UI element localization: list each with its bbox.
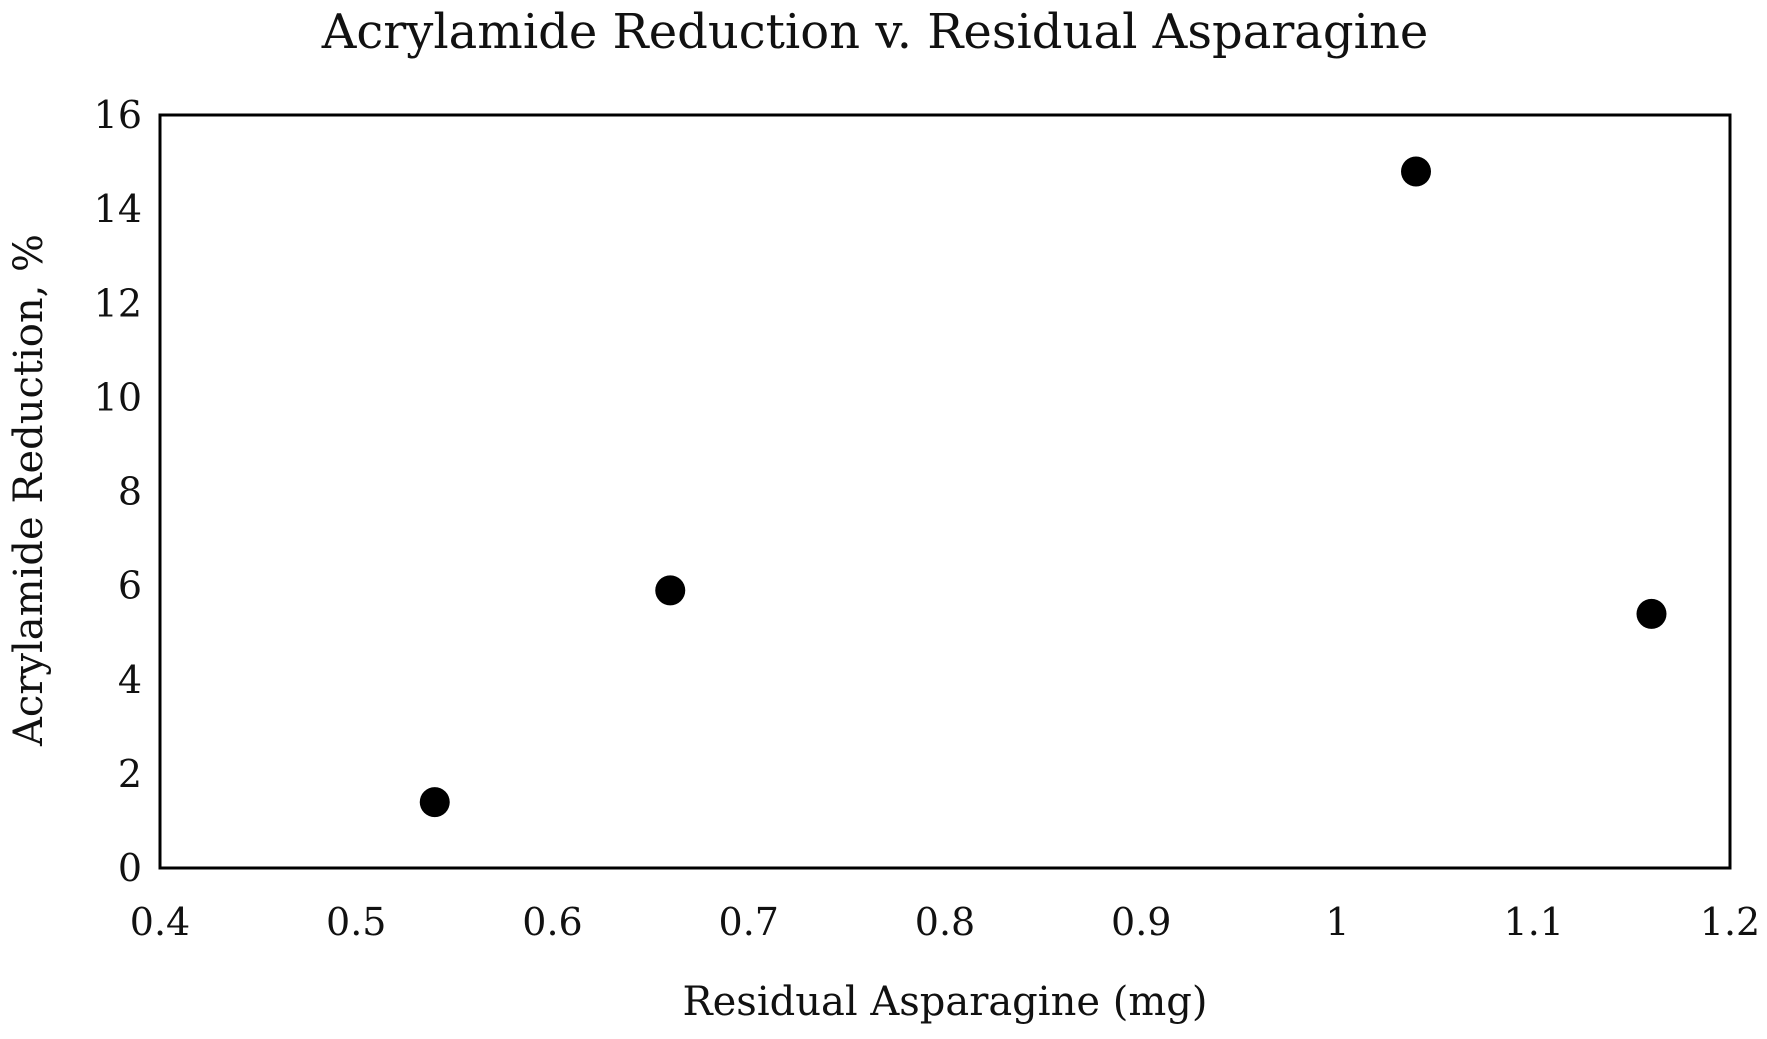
y-tick-label: 8 — [118, 470, 142, 514]
x-tick-label: 0.4 — [130, 900, 190, 944]
data-points — [420, 156, 1667, 817]
y-tick-label: 16 — [94, 93, 142, 137]
x-axis-label: Residual Asparagine (mg) — [683, 979, 1208, 1025]
y-tick-label: 12 — [94, 281, 142, 325]
data-point — [420, 787, 450, 817]
chart-title: Acrylamide Reduction v. Residual Asparag… — [321, 4, 1429, 60]
y-tick-label: 6 — [118, 564, 142, 608]
y-tick-label: 10 — [94, 375, 142, 419]
x-tick-label: 0.7 — [719, 900, 779, 944]
x-tick-label: 0.6 — [522, 900, 582, 944]
x-tick-label: 1.2 — [1700, 900, 1760, 944]
y-tick-label: 4 — [118, 658, 142, 702]
x-tick-label: 0.9 — [1111, 900, 1171, 944]
plot-area-frame — [160, 115, 1730, 868]
x-tick-label: 0.8 — [915, 900, 975, 944]
y-axis-ticks: 0 2 4 6 8 10 12 14 16 — [94, 93, 142, 890]
x-tick-label: 1.1 — [1504, 900, 1564, 944]
data-point — [655, 575, 685, 605]
y-tick-label: 14 — [94, 187, 142, 231]
x-axis-ticks: 0.4 0.5 0.6 0.7 0.8 0.9 1 1.1 1.2 — [130, 900, 1760, 944]
y-axis-label: Acrylamide Reduction, % — [6, 234, 52, 747]
y-tick-label: 2 — [118, 752, 142, 796]
x-tick-label: 0.5 — [326, 900, 386, 944]
data-point — [1401, 156, 1431, 186]
x-tick-label: 1 — [1325, 900, 1349, 944]
data-point — [1637, 599, 1667, 629]
y-tick-label: 0 — [118, 846, 142, 890]
